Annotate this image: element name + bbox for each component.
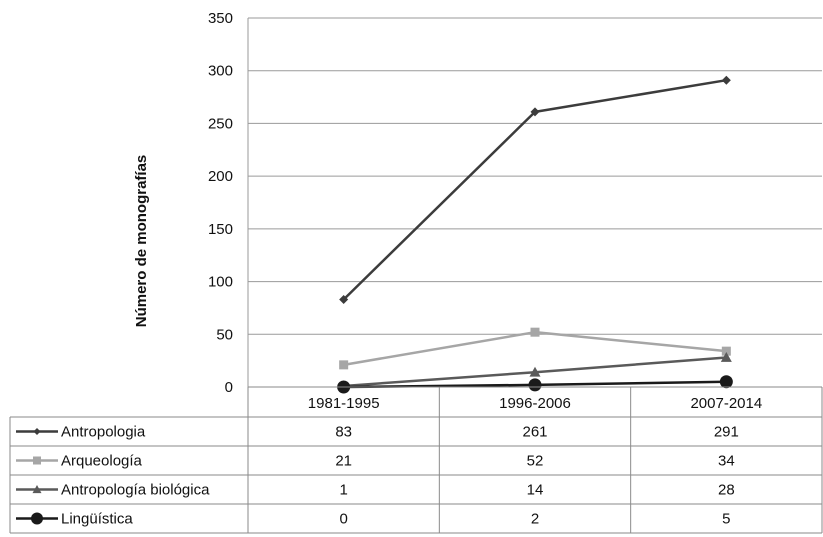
- data-value-label: 21: [335, 453, 352, 470]
- series-name-label: Arqueología: [61, 453, 143, 470]
- y-tick-label-50: 50: [216, 326, 233, 343]
- data-value-label: 14: [527, 482, 544, 499]
- data-point: [719, 375, 733, 389]
- y-tick-label-250: 250: [208, 115, 233, 132]
- x-category-label: 1996-2006: [499, 395, 571, 412]
- data-point: [529, 366, 541, 377]
- data-point: [528, 378, 542, 392]
- data-point: [720, 351, 732, 362]
- y-axis-label: Número de monografías: [133, 155, 150, 328]
- data-value-label: 28: [718, 482, 735, 499]
- legend-key-marker: [33, 428, 41, 435]
- data-value-label: 83: [335, 424, 352, 441]
- legend-key-marker: [32, 485, 42, 494]
- series-0: [339, 75, 731, 304]
- plot-area: [337, 75, 733, 394]
- data-point: [339, 294, 349, 304]
- series-line: [343, 330, 727, 367]
- x-category-label: 1981-1995: [308, 395, 380, 412]
- data-value-label: 2: [531, 511, 539, 528]
- series-name-label: Lingüística: [61, 511, 133, 528]
- y-tick-label-300: 300: [208, 63, 233, 80]
- y-tick-label-350: 350: [208, 10, 233, 27]
- legend-key-marker: [33, 456, 41, 465]
- y-tick-label-0: 0: [225, 379, 233, 396]
- series-3: [337, 375, 733, 394]
- table-row: Antropologia 83 261 291: [16, 424, 739, 441]
- data-value-label: 261: [522, 424, 547, 441]
- y-axis-ticks: 0 50 100 150 200 250 300 350: [208, 10, 233, 396]
- data-value-label: 52: [527, 453, 544, 470]
- table-row: Antropología biológica 1 14 28: [16, 482, 735, 499]
- series-name-label: Antropologia: [61, 424, 146, 441]
- data-point: [530, 327, 540, 337]
- y-tick-label-200: 200: [208, 168, 233, 185]
- y-tick-label-100: 100: [208, 274, 233, 291]
- data-value-label: 0: [339, 511, 347, 528]
- data-point: [339, 360, 349, 370]
- table-row: Lingüística 0 2 5: [16, 511, 731, 528]
- data-value-label: 34: [718, 453, 735, 470]
- series-name-label: Antropología biológica: [61, 482, 210, 499]
- data-point: [530, 107, 540, 117]
- table-row: Arqueología 21 52 34: [16, 453, 735, 470]
- y-tick-label-150: 150: [208, 221, 233, 238]
- data-table: 1981-1995 1996-2006 2007-2014 Antropologia 8…: [9, 386, 823, 534]
- data-point: [721, 75, 731, 85]
- data-value-label: 291: [714, 424, 739, 441]
- data-value-label: 5: [722, 511, 730, 528]
- legend-key-marker: [31, 512, 43, 525]
- x-category-label: 2007-2014: [690, 395, 762, 412]
- data-value-label: 1: [339, 482, 347, 499]
- data-point: [721, 346, 731, 356]
- gridlines: [247, 17, 822, 387]
- series-1: [339, 327, 731, 370]
